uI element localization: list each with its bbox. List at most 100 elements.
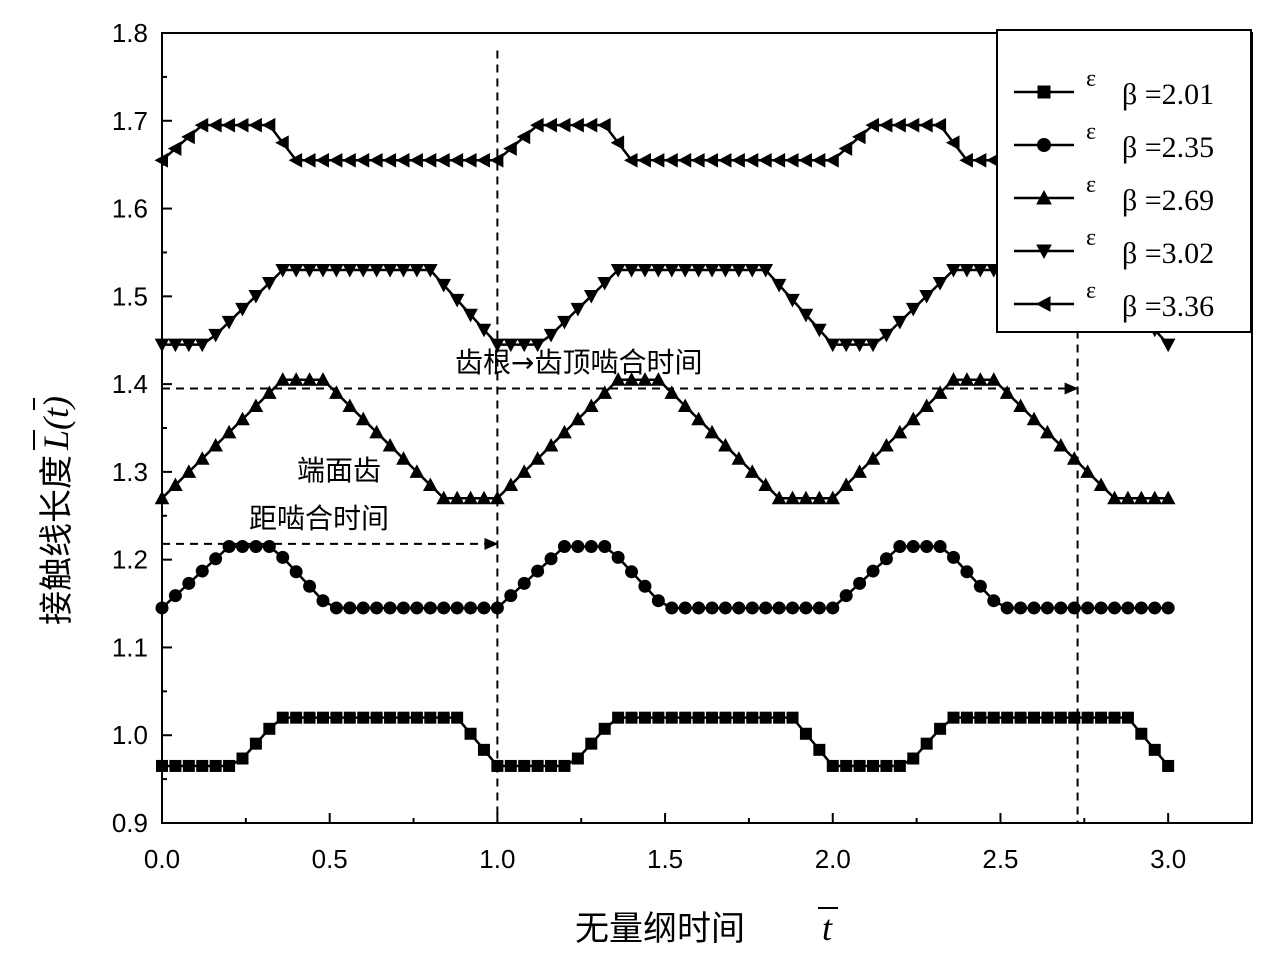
data-point — [1161, 601, 1175, 615]
data-point — [947, 550, 961, 564]
legend: ε β =2.01 ε β =2.35 ε β =2.69 ε β =3.02 ε β =3.36 — [996, 29, 1252, 333]
legend-epsilon: ε — [1086, 66, 1096, 92]
data-point — [168, 338, 183, 353]
data-point — [557, 540, 571, 553]
data-point — [932, 276, 948, 291]
annotation-root-to-tip: 齿根→齿顶啮合时间 — [455, 346, 702, 379]
data-point — [758, 264, 774, 278]
data-point — [623, 152, 638, 168]
data-point — [731, 152, 745, 168]
data-point — [289, 565, 303, 579]
data-point — [288, 372, 304, 386]
data-point — [275, 372, 291, 386]
data-point — [880, 759, 893, 772]
annotations: 齿根→齿顶啮合时间 端面齿 距啮合时间 — [249, 346, 702, 535]
y-tick-label: 0.9 — [112, 808, 148, 838]
data-point — [960, 711, 973, 724]
data-point — [208, 117, 222, 133]
data-point — [1040, 601, 1054, 615]
data-point — [290, 711, 303, 724]
y-tick-label: 1.7 — [112, 106, 148, 136]
data-point — [382, 438, 398, 452]
data-point — [960, 565, 974, 579]
data-point — [396, 264, 411, 278]
data-point — [920, 540, 934, 553]
data-point — [1014, 711, 1027, 724]
data-point — [302, 264, 317, 278]
data-point — [718, 264, 733, 278]
data-point — [530, 451, 545, 465]
data-point — [167, 141, 182, 156]
data-point — [920, 737, 933, 750]
data-point — [1095, 711, 1108, 724]
data-point — [1026, 411, 1042, 426]
legend-swatch-marker — [1036, 244, 1052, 260]
data-point — [195, 564, 209, 578]
data-point — [1121, 711, 1134, 724]
data-point — [759, 601, 773, 615]
data-point — [826, 759, 839, 772]
x-axis-label: 无量纲时间 — [575, 909, 745, 949]
data-point — [518, 759, 531, 772]
data-point — [557, 424, 572, 439]
series-line — [161, 545, 1169, 610]
data-point — [838, 338, 854, 353]
data-point — [799, 601, 813, 615]
data-point — [531, 759, 544, 772]
data-point — [638, 711, 651, 724]
data-point — [812, 490, 827, 505]
data-point — [1028, 711, 1040, 724]
data-point — [719, 711, 732, 724]
legend-label: β =3.36 — [1122, 290, 1214, 323]
data-point — [731, 264, 747, 278]
x-tick-label: 0.5 — [312, 844, 348, 874]
data-point — [276, 711, 289, 724]
series-3 — [154, 372, 1176, 505]
data-point — [503, 477, 519, 492]
plot-axes: 0.0 0.5 1.0 1.5 2.0 2.5 3.0 0.9 1.0 1.1 1.2 1.3 1.4 1… — [112, 18, 1253, 874]
legend-label: β =2.35 — [1122, 131, 1214, 164]
data-point — [692, 601, 706, 615]
data-point — [490, 338, 505, 353]
data-point — [959, 372, 975, 386]
data-point — [315, 152, 329, 168]
y-tick-label: 1.5 — [112, 281, 148, 311]
data-point — [449, 152, 464, 168]
data-point — [1107, 490, 1122, 505]
data-point — [342, 152, 356, 168]
data-point — [919, 398, 935, 413]
data-point — [450, 601, 464, 615]
data-point — [303, 579, 317, 593]
data-point — [1001, 711, 1014, 724]
x-tick-label: 1.0 — [479, 844, 515, 874]
data-point — [1120, 490, 1136, 505]
data-point — [476, 152, 490, 168]
data-point — [1054, 601, 1068, 615]
data-point — [182, 576, 196, 590]
data-point — [852, 464, 867, 478]
data-point — [637, 264, 653, 278]
data-point — [1080, 464, 1096, 478]
data-point — [556, 117, 571, 133]
data-point — [597, 117, 611, 133]
data-point — [704, 152, 719, 168]
data-point — [1107, 601, 1121, 615]
data-point — [1135, 727, 1148, 740]
data-point — [275, 135, 289, 151]
annotation-transverse-line1: 端面齿 — [297, 454, 381, 487]
data-point — [691, 411, 706, 426]
data-point — [168, 589, 182, 603]
data-point — [221, 117, 236, 133]
data-point — [342, 398, 358, 413]
legend-swatch-marker — [1036, 189, 1052, 205]
data-point — [625, 711, 638, 724]
data-point — [840, 759, 853, 772]
data-point — [852, 129, 866, 145]
legend-item-5: ε β =3.36 — [1014, 278, 1214, 323]
legend-epsilon: ε — [1086, 119, 1096, 145]
data-point — [436, 152, 450, 168]
data-point — [168, 477, 183, 492]
data-point — [396, 601, 410, 615]
y-tick-label: 1.3 — [112, 457, 148, 487]
